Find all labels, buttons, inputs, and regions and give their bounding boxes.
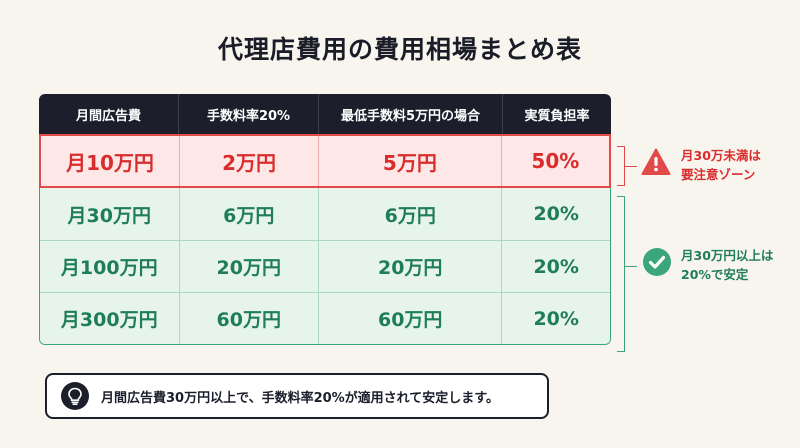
- warning-note-line2: 要注意ゾーン: [681, 167, 756, 182]
- cell-burden: 50%: [531, 149, 580, 173]
- cell-min-fee: 6万円: [319, 188, 503, 240]
- cell-min-fee: 60万円: [319, 293, 503, 344]
- cell-rate-fee: 60万円: [180, 293, 320, 344]
- table-green-group: 月30万円 6万円 6万円 20% 月100万円 20万円 20万円 20% 月…: [39, 188, 611, 345]
- cost-table: 月間広告費 手数料率20% 最低手数料5万円の場合 実質負担率 月10万円 2万…: [39, 94, 611, 345]
- stable-note-line2: 20%で安定: [681, 267, 749, 282]
- stable-bracket: [617, 196, 625, 352]
- warning-note-line1: 月30万未満は: [681, 148, 761, 163]
- tip-text: 月間広告費30万円以上で、手数料率20%が適用されて安定します。: [101, 390, 499, 406]
- table-row: 月100万円 20万円 20万円 20%: [40, 240, 610, 292]
- header-rate-fee: 手数料率20%: [179, 94, 319, 134]
- cell-spend: 月300万円: [40, 293, 180, 344]
- cell-spend: 月100万円: [40, 241, 180, 292]
- check-circle-icon: [643, 248, 671, 276]
- table-row: 月30万円 6万円 6万円 20%: [40, 188, 610, 240]
- warning-icon: [641, 148, 671, 175]
- page-title: 代理店費用の費用相場まとめ表: [217, 35, 582, 64]
- cell-rate-fee: 2万円: [180, 136, 320, 186]
- lightbulb-icon: [61, 382, 89, 410]
- warning-bracket-tick: [625, 166, 637, 167]
- tip-box: 月間広告費30万円以上で、手数料率20%が適用されて安定します。: [45, 373, 549, 419]
- header-burden: 実質負担率: [524, 108, 590, 124]
- table-row-warning: 月10万円 2万円 5万円 50%: [39, 134, 611, 188]
- cell-burden: 20%: [533, 255, 579, 278]
- cell-rate-fee: 20万円: [180, 241, 320, 292]
- stable-note: 月30万円以上は 20%で安定: [681, 246, 796, 284]
- cell-rate-fee: 6万円: [180, 188, 320, 240]
- cell-min-fee: 5万円: [319, 136, 502, 186]
- table-row: 月300万円 60万円 60万円 20%: [40, 292, 610, 344]
- stable-bracket-tick: [625, 266, 637, 267]
- header-min-fee: 最低手数料5万円の場合: [319, 94, 503, 134]
- table-header: 月間広告費 手数料率20% 最低手数料5万円の場合 実質負担率: [39, 94, 611, 134]
- cell-burden: 20%: [533, 203, 579, 225]
- cell-spend: 月10万円: [41, 136, 181, 186]
- stable-note-line1: 月30万円以上は: [681, 248, 774, 263]
- warning-bracket: [617, 146, 625, 186]
- warning-note: 月30万未満は 要注意ゾーン: [681, 146, 796, 184]
- cell-spend: 月30万円: [40, 188, 180, 240]
- cell-burden: 20%: [533, 307, 579, 330]
- header-spend: 月間広告費: [39, 94, 179, 134]
- cell-min-fee: 20万円: [319, 241, 503, 292]
